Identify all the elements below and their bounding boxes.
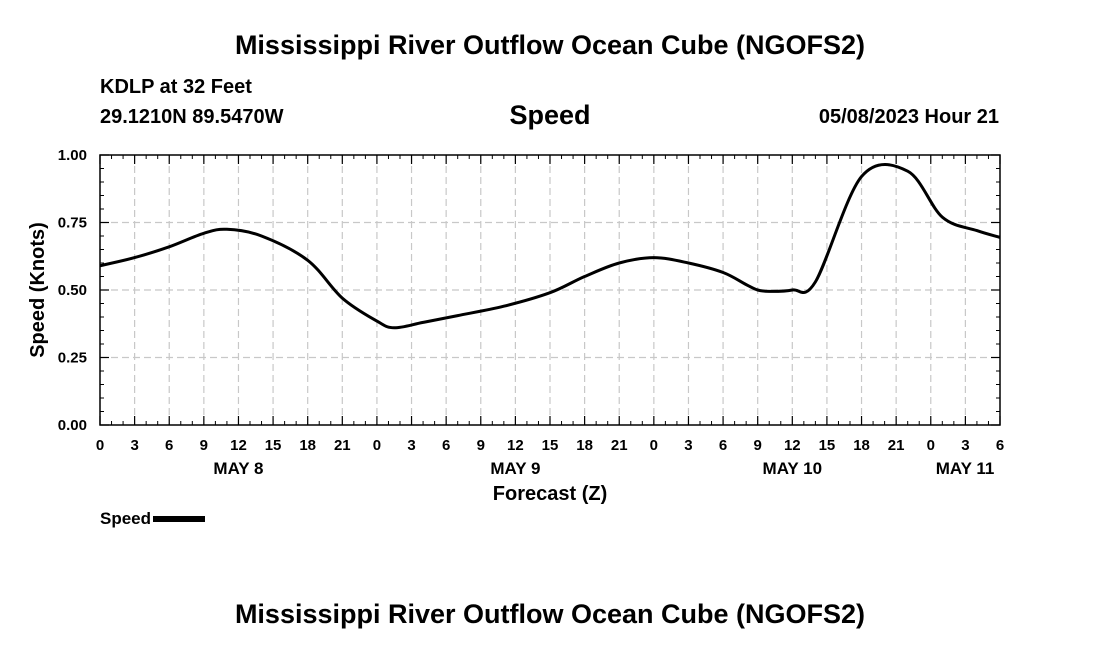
- legend: Speed: [100, 509, 206, 529]
- x-tick-label: 12: [230, 437, 247, 454]
- speed-series-line: [99, 162, 1001, 330]
- x-tick-label: 6: [996, 437, 1004, 454]
- station-label: KDLP at 32 Feet: [100, 76, 252, 98]
- x-tick-label: 9: [477, 437, 485, 454]
- y-tick-label: 0.25: [58, 350, 87, 367]
- day-labels: MAY 8 MAY 9 MAY 10 MAY 11: [213, 459, 994, 478]
- y-tick-label: 0.75: [58, 215, 87, 232]
- day-label: MAY 9: [490, 459, 540, 478]
- x-tick-labels: 0 3 6 9 12 15 18 21 0 3 6 9 12 15 18 21 0 3 6 9 12 15 18 21 0 3 6: [96, 437, 1004, 454]
- x-tick-label: 12: [784, 437, 801, 454]
- y-axis-title: Speed (Knots): [27, 222, 49, 358]
- y-tick-labels: 0.00 0.25 0.50 0.75 1.00: [58, 147, 87, 434]
- x-tick-label: 21: [888, 437, 905, 454]
- x-tick-label: 15: [819, 437, 836, 454]
- x-tick-label: 15: [542, 437, 559, 454]
- axis-ticks: [99, 154, 1001, 426]
- x-tick-label: 15: [265, 437, 282, 454]
- forecast-datetime: 05/08/2023 Hour 21: [818, 106, 999, 128]
- x-tick-label: 18: [576, 437, 593, 454]
- day-label: MAY 8: [213, 459, 263, 478]
- chart-main-title: Mississippi River Outflow Ocean Cube (NG…: [234, 30, 866, 60]
- x-tick-label: 0: [927, 437, 935, 454]
- day-label: MAY 10: [763, 459, 823, 478]
- x-tick-label: 3: [130, 437, 138, 454]
- x-tick-label: 0: [96, 437, 104, 454]
- x-tick-label: 12: [507, 437, 524, 454]
- y-tick-label: 0.50: [58, 282, 87, 299]
- y-tick-label: 1.00: [58, 147, 87, 164]
- x-tick-label: 3: [407, 437, 415, 454]
- footer-title: Mississippi River Outflow Ocean Cube (NG…: [234, 599, 866, 629]
- x-tick-label: 9: [754, 437, 762, 454]
- variable-title: Speed: [509, 100, 591, 130]
- x-axis-title: Forecast (Z): [493, 483, 607, 505]
- x-tick-label: 6: [719, 437, 727, 454]
- x-tick-label: 3: [684, 437, 692, 454]
- x-tick-label: 0: [373, 437, 381, 454]
- x-tick-label: 0: [650, 437, 658, 454]
- x-tick-label: 21: [334, 437, 351, 454]
- x-tick-label: 6: [165, 437, 173, 454]
- x-tick-label: 9: [200, 437, 208, 454]
- x-tick-label: 6: [442, 437, 450, 454]
- coordinates-label: 29.1210N 89.5470W: [100, 106, 284, 128]
- grid-lines: [100, 155, 1000, 425]
- x-tick-label: 21: [611, 437, 628, 454]
- legend-swatch: [153, 516, 206, 522]
- x-tick-label: 18: [853, 437, 870, 454]
- x-tick-label: 18: [299, 437, 316, 454]
- x-tick-label: 3: [961, 437, 969, 454]
- legend-label: Speed: [100, 509, 152, 528]
- y-tick-label: 0.00: [58, 417, 87, 434]
- day-label: MAY 11: [936, 459, 995, 478]
